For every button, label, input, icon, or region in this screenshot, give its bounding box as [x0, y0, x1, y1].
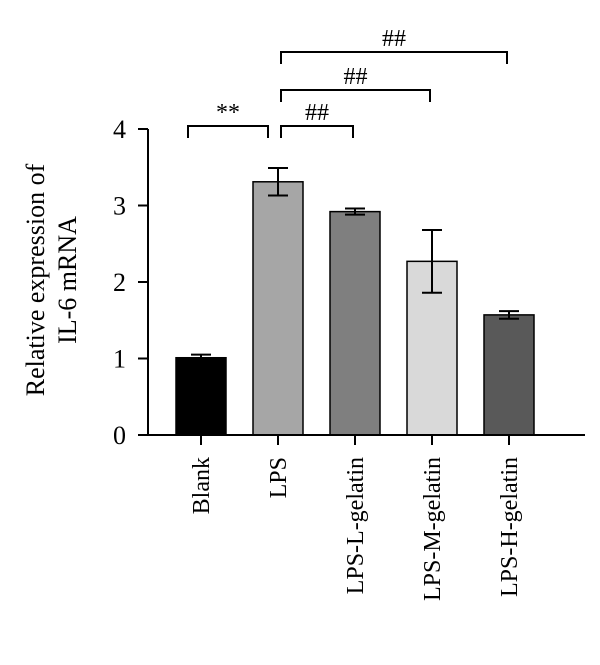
significance-label: ## — [344, 64, 368, 90]
significance-label: ## — [382, 26, 406, 52]
y-tick-label: 2 — [113, 268, 126, 297]
y-tick-label: 3 — [113, 192, 126, 221]
y-tick-label: 4 — [113, 115, 126, 144]
bar-lps-l-gelatin — [329, 210, 381, 436]
significance-bracket — [280, 125, 354, 138]
significance-bracket — [280, 51, 508, 64]
x-tick-label: LPS-H-gelatin — [497, 457, 523, 597]
y-tick-label: 0 — [113, 421, 126, 450]
y-axis-title-line-1: Relative expression of — [21, 163, 50, 396]
bars — [175, 181, 535, 436]
y-ticks: 0 1 2 3 4 — [113, 115, 148, 450]
x-tick-label: LPS-L-gelatin — [343, 457, 369, 594]
significance-bracket — [187, 125, 269, 138]
significance-brackets: ** ## ## ## — [187, 26, 508, 138]
bar-lps-h-gelatin — [483, 314, 535, 436]
error-bars — [191, 167, 519, 362]
bar-lps — [252, 181, 304, 436]
significance-bracket — [280, 89, 431, 102]
bar-blank — [175, 356, 227, 436]
significance-label: ** — [216, 100, 240, 126]
significance-label: ## — [305, 100, 329, 126]
x-tick-label: LPS-M-gelatin — [420, 457, 446, 601]
x-tick-labels: Blank LPS LPS-L-gelatin LPS-M-gelatin LPS-H-… — [189, 435, 523, 601]
y-axis-title-line-2: IL-6 mRNA — [53, 216, 82, 344]
y-tick-label: 1 — [113, 345, 126, 374]
x-tick-label: LPS — [266, 457, 292, 498]
y-axis-title: Relative expression of IL-6 mRNA — [21, 163, 82, 396]
x-tick-label: Blank — [189, 457, 215, 514]
